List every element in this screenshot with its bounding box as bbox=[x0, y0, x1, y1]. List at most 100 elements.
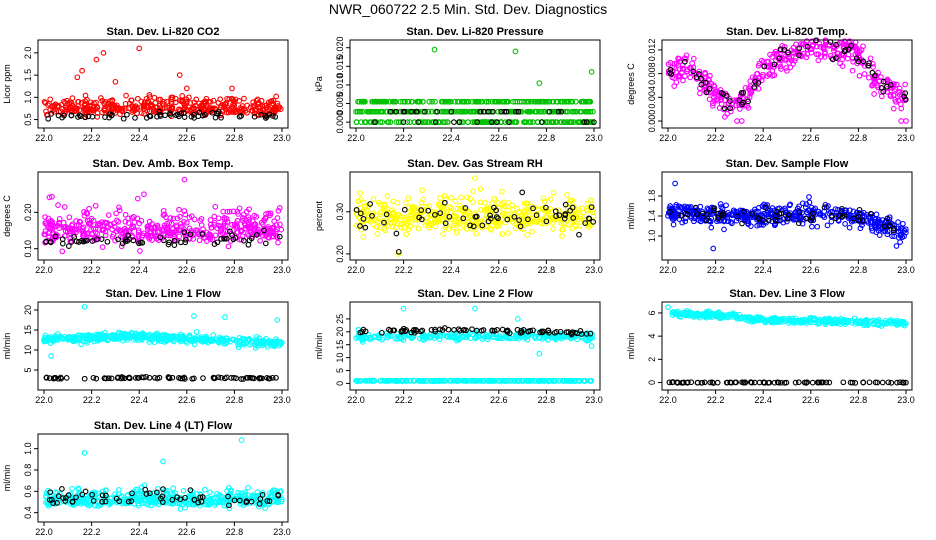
data-point bbox=[275, 239, 281, 246]
data-point bbox=[574, 119, 581, 125]
data-point bbox=[180, 488, 187, 494]
data-point bbox=[536, 80, 543, 86]
data-point bbox=[476, 98, 482, 105]
y-tick-label: 0.10 bbox=[23, 240, 33, 258]
data-point bbox=[237, 105, 244, 111]
data-point bbox=[272, 113, 279, 120]
data-point bbox=[66, 214, 73, 221]
data-point bbox=[471, 119, 478, 125]
data-point bbox=[384, 193, 391, 199]
data-point bbox=[215, 99, 222, 106]
y-tick-label: 0 bbox=[647, 380, 657, 385]
data-point bbox=[404, 119, 411, 125]
data-point bbox=[98, 95, 104, 101]
data-point bbox=[128, 97, 135, 104]
data-point bbox=[167, 215, 174, 221]
x-tick-label: 22.8 bbox=[226, 133, 244, 143]
data-point bbox=[407, 119, 413, 125]
data-point bbox=[706, 96, 713, 103]
data-point bbox=[137, 248, 143, 254]
data-point bbox=[837, 60, 843, 67]
data-point bbox=[249, 107, 255, 114]
data-point bbox=[373, 108, 380, 115]
x-tick-label: 22.6 bbox=[178, 265, 196, 275]
data-point bbox=[569, 98, 576, 105]
x-tick-label: 22.8 bbox=[226, 265, 244, 275]
data-point bbox=[93, 375, 100, 382]
data-point bbox=[247, 104, 254, 111]
data-point bbox=[62, 108, 69, 114]
data-point bbox=[200, 375, 206, 381]
data-point bbox=[558, 108, 565, 115]
panel-title: Stan. Dev. Sample Flow bbox=[726, 158, 849, 170]
data-point bbox=[63, 104, 69, 111]
data-point bbox=[168, 99, 175, 105]
data-point bbox=[671, 83, 678, 89]
y-tick-label: 1.0 bbox=[23, 91, 33, 104]
data-point bbox=[74, 105, 80, 112]
data-point bbox=[134, 195, 141, 202]
data-point bbox=[176, 113, 182, 120]
data-point bbox=[784, 68, 790, 74]
data-point bbox=[584, 108, 590, 115]
x-tick-label: 22.2 bbox=[395, 395, 413, 405]
data-point bbox=[154, 113, 160, 120]
data-point bbox=[386, 98, 393, 105]
y-tick-label: 0.008 bbox=[647, 62, 657, 85]
data-point bbox=[274, 100, 281, 107]
data-point bbox=[552, 119, 559, 125]
data-point bbox=[162, 105, 168, 111]
data-point bbox=[477, 186, 484, 192]
y-tick-label: 4 bbox=[647, 334, 657, 339]
data-point bbox=[112, 78, 119, 85]
y-tick-label: 0.20 bbox=[335, 245, 345, 263]
x-tick-label: 22.2 bbox=[83, 395, 101, 405]
data-point bbox=[241, 95, 247, 102]
data-point bbox=[61, 204, 68, 210]
data-point bbox=[379, 98, 386, 105]
data-point bbox=[472, 98, 479, 105]
data-point bbox=[86, 205, 92, 212]
data-point bbox=[842, 221, 848, 227]
x-tick-label: 22.2 bbox=[707, 395, 725, 405]
data-point bbox=[379, 108, 386, 115]
data-point bbox=[432, 119, 439, 125]
data-point bbox=[577, 119, 584, 125]
data-point bbox=[120, 115, 127, 122]
panel-title: Stan. Dev. Li-820 CO2 bbox=[107, 26, 220, 38]
data-point bbox=[451, 119, 457, 125]
data-point bbox=[132, 115, 138, 121]
data-point bbox=[372, 98, 379, 105]
x-tick-label: 22.6 bbox=[178, 133, 196, 143]
data-point bbox=[60, 219, 67, 226]
y-tick-label: 0.010 bbox=[335, 74, 345, 97]
data-point bbox=[561, 98, 568, 105]
data-point bbox=[448, 194, 454, 201]
data-point bbox=[470, 199, 476, 205]
data-point bbox=[182, 102, 188, 109]
data-point bbox=[162, 112, 168, 119]
data-point bbox=[146, 92, 153, 98]
data-point bbox=[179, 97, 186, 103]
data-point bbox=[63, 375, 70, 381]
data-point bbox=[421, 119, 428, 125]
data-point bbox=[501, 108, 508, 115]
data-point bbox=[149, 102, 156, 109]
data-point bbox=[405, 98, 412, 105]
data-point bbox=[274, 317, 281, 323]
data-point bbox=[188, 113, 195, 120]
data-point bbox=[229, 85, 235, 92]
data-point bbox=[212, 232, 219, 239]
data-point bbox=[514, 316, 521, 322]
data-point bbox=[702, 71, 709, 77]
data-point bbox=[244, 109, 250, 116]
data-point bbox=[873, 211, 880, 218]
data-point bbox=[211, 213, 218, 220]
data-point bbox=[150, 108, 157, 115]
x-tick-label: 22.8 bbox=[538, 395, 556, 405]
x-tick-label: 22.8 bbox=[850, 265, 868, 275]
data-point bbox=[524, 98, 531, 105]
